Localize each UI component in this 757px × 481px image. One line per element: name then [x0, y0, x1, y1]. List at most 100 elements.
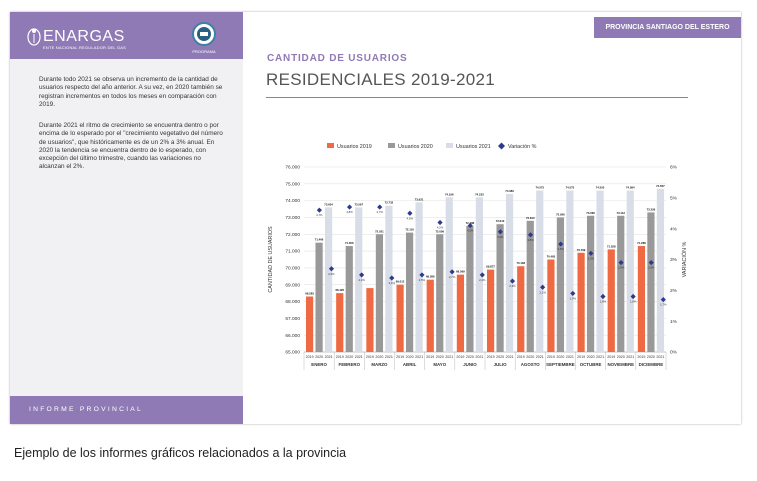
y2-tick-label: 5% — [670, 195, 678, 201]
bar-data-label: 69.877 — [486, 265, 495, 269]
bar-2019 — [336, 293, 344, 352]
legend-2019-swatch — [327, 143, 334, 148]
x-sub-label: 2021 — [385, 355, 393, 359]
variation-label: 2,1% — [539, 290, 546, 294]
variation-label: 1,8% — [600, 300, 607, 304]
bar-data-label: 72.813 — [526, 216, 535, 220]
bar-data-label: 73.931 — [415, 197, 424, 201]
bar-2021 — [566, 190, 574, 352]
y-axis-label: CANTIDAD DE USUARIOS — [268, 226, 274, 293]
x-sub-label: 2020 — [375, 355, 383, 359]
bar-2021 — [505, 193, 514, 352]
variation-label: 4,7% — [316, 213, 323, 217]
bar-2019 — [607, 249, 615, 352]
bar-data-label: 72.956 — [556, 212, 565, 216]
x-sub-label: 2021 — [596, 355, 604, 359]
y-tick-label: 76.000 — [285, 165, 300, 171]
variation-marker — [618, 259, 624, 266]
variation-marker — [328, 266, 335, 272]
bar-2021 — [536, 190, 544, 352]
bar-2019 — [426, 279, 434, 352]
variation-marker — [497, 229, 503, 235]
y-tick-label: 68.000 — [285, 299, 300, 305]
x-category-label: AGOSTO — [521, 362, 541, 367]
bar-data-label: 71.466 — [315, 238, 324, 242]
variation-label: 4,8% — [346, 210, 353, 214]
y-tick-label: 74.000 — [285, 198, 300, 204]
x-sub-label: 2019 — [607, 355, 615, 359]
bar-data-label: 68.283 — [305, 292, 314, 296]
bar-2019 — [517, 266, 525, 352]
legend-2020-label: Usuarios 2020 — [398, 144, 433, 150]
x-sub-label: 2021 — [566, 355, 574, 359]
y-tick-label: 75.000 — [285, 181, 300, 187]
variation-label: 3,9% — [497, 235, 504, 239]
variation-label: 1,7% — [660, 303, 667, 307]
bar-2020 — [647, 212, 655, 352]
bar-data-label: 73.112 — [617, 211, 626, 215]
variation-label: 2,5% — [419, 278, 426, 282]
x-sub-label: 2020 — [617, 355, 625, 359]
bar-2021 — [626, 190, 634, 352]
x-sub-label: 2021 — [656, 355, 664, 359]
variation-label: 3,2% — [588, 256, 595, 260]
y2-tick-label: 0% — [670, 350, 678, 356]
bar-data-label: 73.732 — [385, 201, 394, 205]
bar-data-label: 69.286 — [426, 275, 435, 279]
legend-2021-label: Usuarios 2021 — [456, 144, 491, 150]
bar-data-label: 73.597 — [354, 202, 363, 206]
logo-subtitle: ENTE NACIONAL REGULADOR DEL GAS — [43, 45, 127, 50]
bar-data-label: 72.613 — [496, 219, 505, 223]
bar-2021 — [415, 202, 423, 352]
variation-marker — [437, 219, 443, 226]
bar-2020 — [345, 246, 353, 352]
y2-tick-label: 6% — [670, 165, 678, 171]
x-category-label: DICIEMBRE — [639, 362, 664, 367]
variation-marker — [377, 204, 383, 210]
bar-data-label: 72.021 — [375, 229, 384, 233]
sidebar-header: ENARGAS ENTE NACIONAL REGULADOR DEL GAS … — [10, 12, 243, 59]
bar-2021 — [355, 207, 363, 352]
x-sub-label: 2021 — [626, 355, 634, 359]
bar-2021 — [656, 188, 665, 352]
bar-2020 — [315, 242, 323, 352]
x-sub-label: 2020 — [315, 355, 323, 359]
variation-marker — [648, 259, 654, 266]
bar-2021 — [445, 197, 453, 352]
variation-marker — [346, 204, 353, 210]
x-category-label: SEPTIEMBRE — [546, 362, 575, 367]
variation-marker — [316, 207, 322, 213]
y2-tick-label: 1% — [670, 319, 678, 325]
bar-2020 — [586, 215, 595, 352]
variation-marker — [467, 222, 473, 229]
y-tick-label: 73.000 — [285, 215, 300, 221]
variation-label: 2,7% — [449, 275, 456, 279]
x-sub-label: 2021 — [415, 355, 423, 359]
argentina-emblem-icon — [27, 28, 41, 46]
province-tag: PROVINCIA SANTIAGO DEL ESTERO — [594, 17, 741, 38]
bar-data-label: 74.584 — [626, 186, 635, 190]
variation-marker — [359, 272, 365, 278]
y-tick-label: 65.000 — [285, 350, 300, 356]
x-category-label: JULIO — [494, 362, 508, 367]
bar-2021 — [385, 205, 393, 352]
legend-2020-swatch — [388, 143, 395, 148]
y-tick-label: 67.000 — [285, 316, 300, 322]
bar-2019 — [305, 296, 314, 352]
bar-data-label: 74.233 — [475, 192, 484, 196]
image-caption: Ejemplo de los informes gráficos relacio… — [14, 446, 347, 460]
chart-title: RESIDENCIALES 2019-2021 — [266, 70, 495, 89]
x-sub-label: 2019 — [577, 355, 585, 359]
variation-label: 1,9% — [570, 296, 577, 300]
variation-label: 2,9% — [618, 266, 625, 270]
x-category-label: ENERO — [311, 362, 327, 367]
x-sub-label: 2020 — [556, 355, 564, 359]
bar-2020 — [617, 215, 625, 352]
x-sub-label: 2020 — [436, 355, 444, 359]
bar-data-label: 74.196 — [445, 192, 454, 196]
variation-marker — [558, 241, 564, 247]
x-sub-label: 2021 — [506, 355, 514, 359]
x-category-label: FEBRERO — [339, 362, 361, 367]
bar-2019 — [486, 269, 495, 352]
